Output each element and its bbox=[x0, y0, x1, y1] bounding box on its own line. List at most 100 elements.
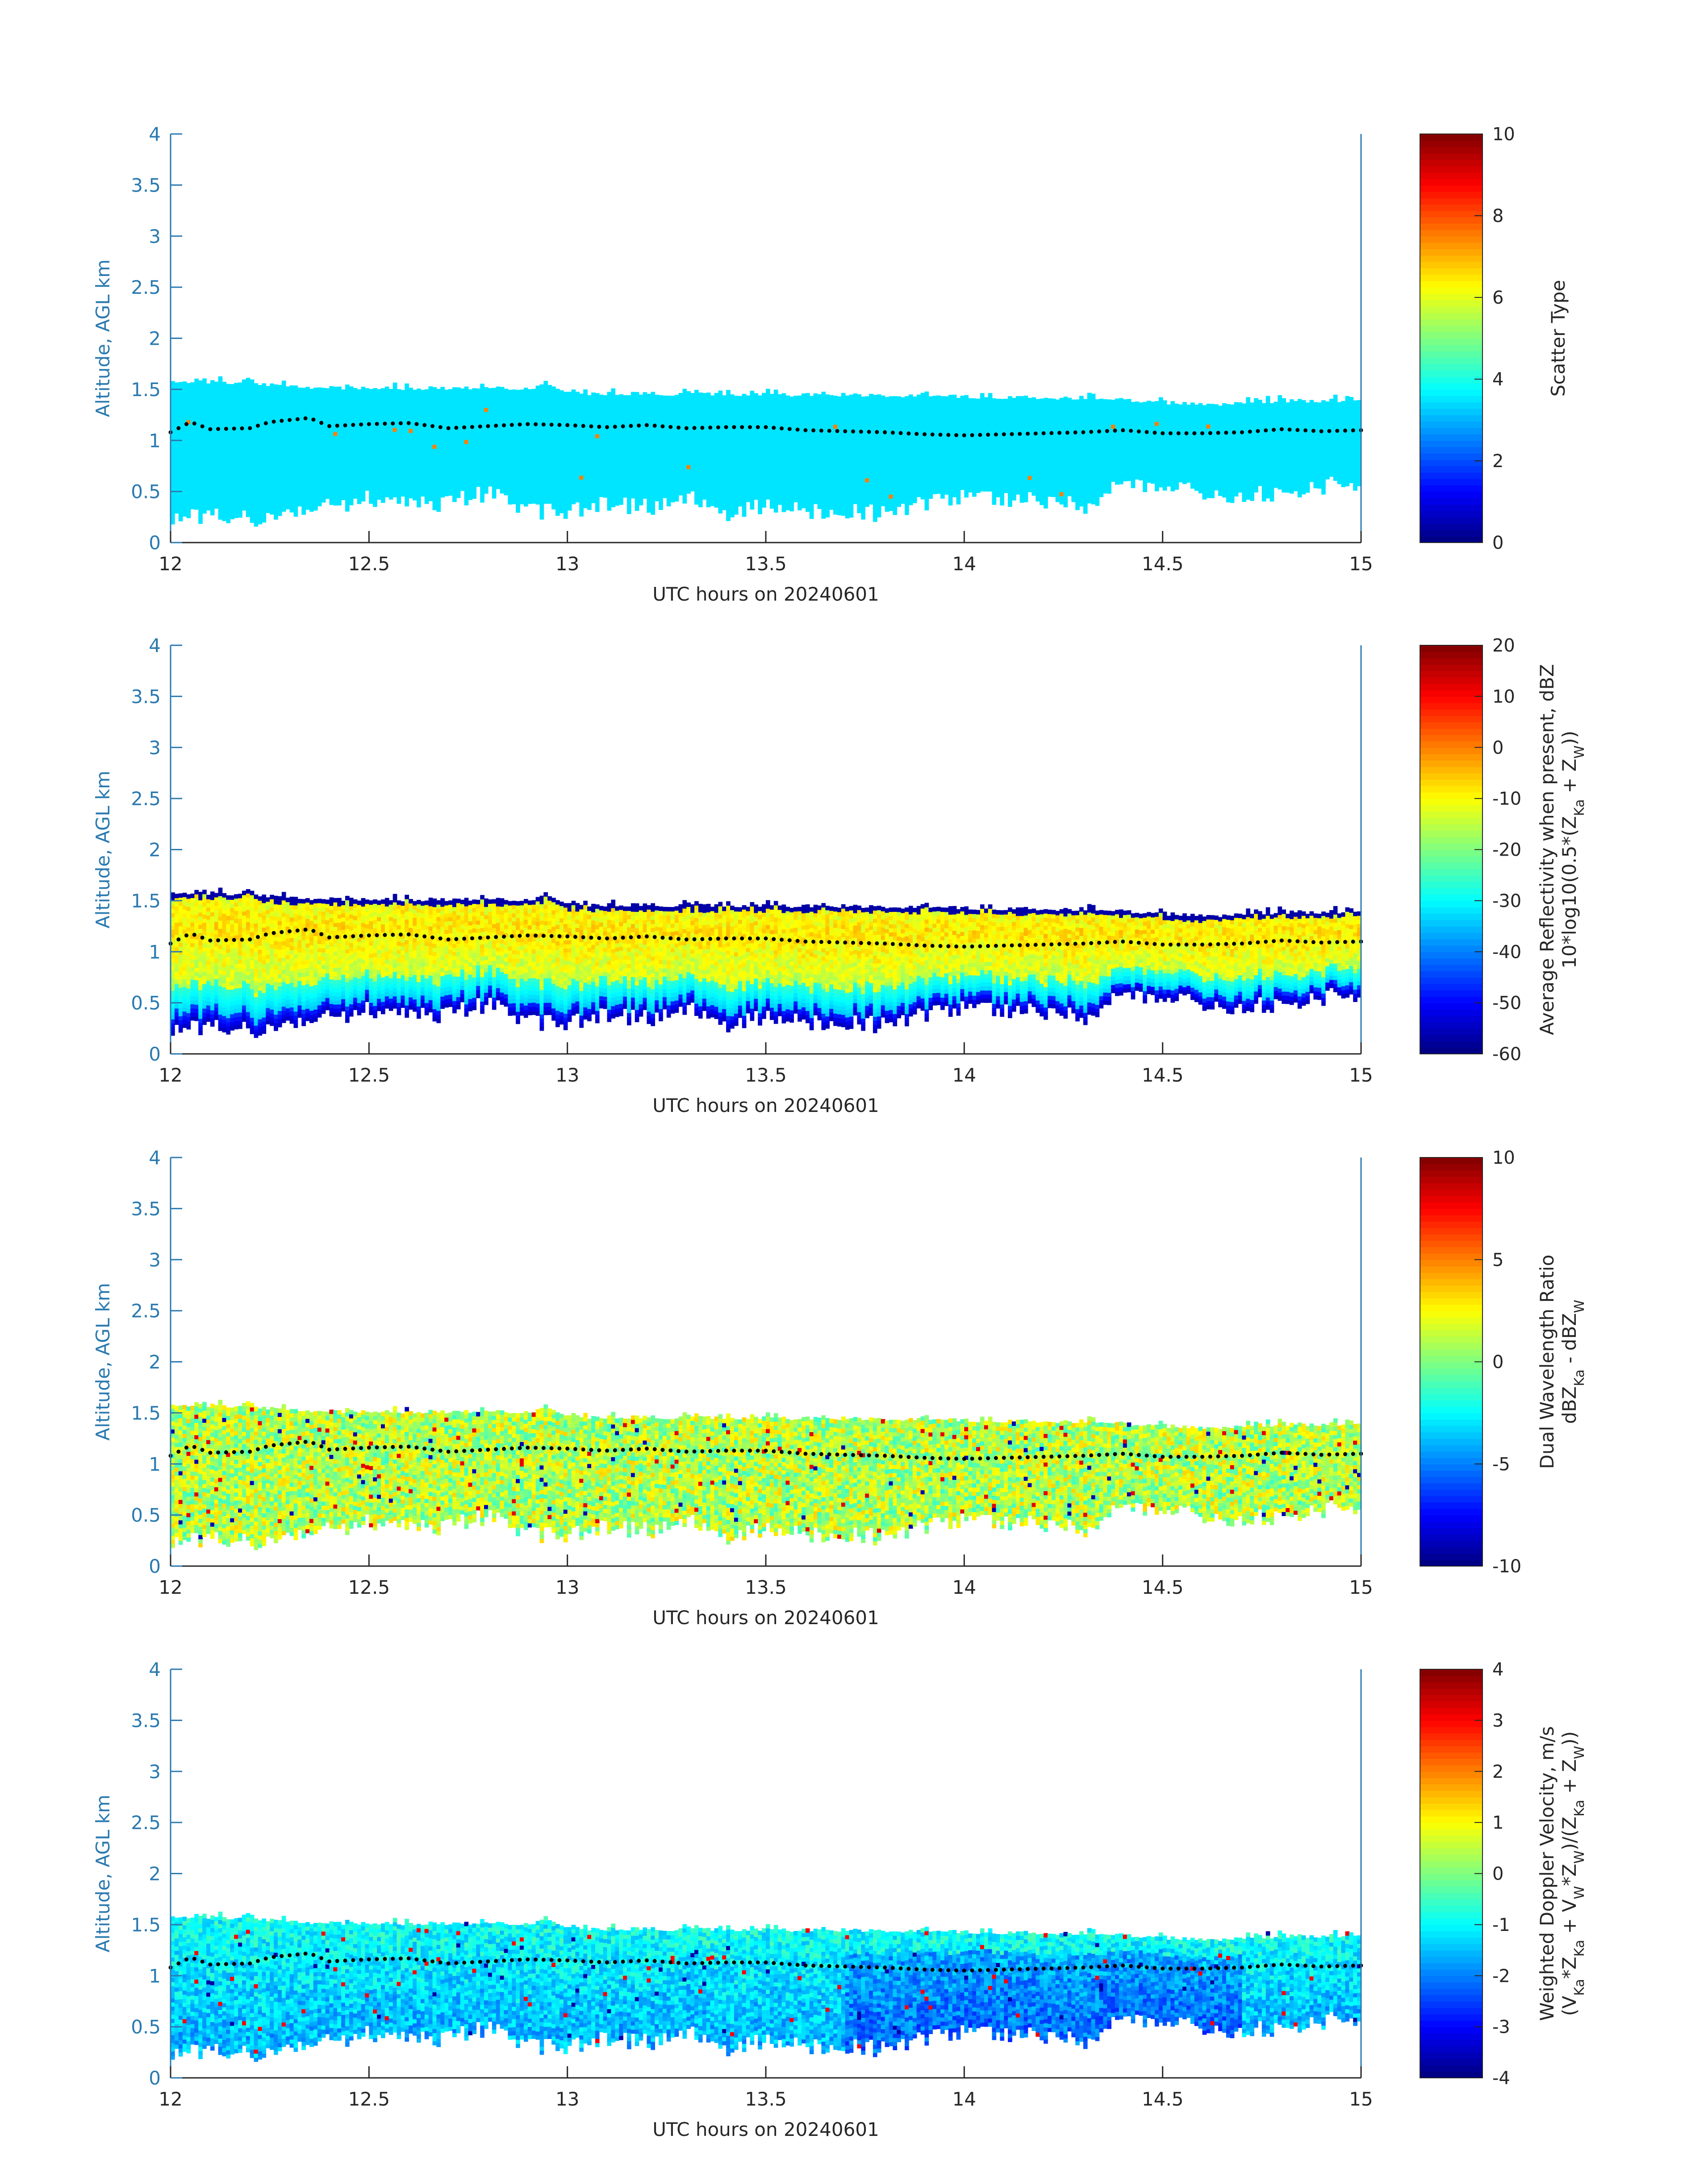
heatmap-cell bbox=[789, 491, 794, 495]
heatmap-cell bbox=[389, 409, 393, 414]
heatmap-cell bbox=[651, 457, 655, 462]
heatmap-cell bbox=[789, 478, 794, 483]
heatmap-cell bbox=[837, 409, 842, 413]
heatmap-cell bbox=[476, 446, 480, 450]
heatmap-cell bbox=[194, 432, 199, 436]
heatmap-cell bbox=[536, 451, 540, 455]
heatmap-cell bbox=[722, 432, 727, 437]
heatmap-cell bbox=[508, 464, 512, 468]
heatmap-cell bbox=[607, 445, 612, 449]
heatmap-cell bbox=[425, 389, 429, 394]
heatmap-cell bbox=[301, 388, 306, 392]
heatmap-cell bbox=[528, 471, 532, 476]
heatmap-cell bbox=[385, 415, 389, 420]
heatmap-cell bbox=[833, 502, 838, 506]
heatmap-cell bbox=[187, 497, 191, 502]
heatmap-cell bbox=[516, 484, 520, 488]
heatmap-cell bbox=[829, 481, 834, 485]
heatmap-cell bbox=[829, 415, 834, 420]
heatmap-cell bbox=[671, 416, 675, 421]
heatmap-cell bbox=[349, 407, 354, 411]
heatmap-cell bbox=[436, 454, 441, 459]
heatmap-cell bbox=[754, 414, 758, 418]
heatmap-cell bbox=[810, 445, 814, 450]
heatmap-cell bbox=[849, 489, 854, 493]
heatmap-cell bbox=[583, 414, 588, 418]
heatmap-cell bbox=[238, 399, 242, 403]
heatmap-cell bbox=[635, 466, 639, 470]
heatmap-cell bbox=[218, 417, 223, 422]
heatmap-cell bbox=[750, 497, 755, 501]
heatmap-cell bbox=[579, 508, 584, 513]
heatmap-cell bbox=[543, 405, 548, 410]
heatmap-cell bbox=[290, 406, 294, 410]
heatmap-cell bbox=[476, 462, 480, 467]
heatmap-cell bbox=[547, 442, 552, 447]
heatmap-cell bbox=[770, 394, 774, 398]
heatmap-cell bbox=[179, 493, 183, 497]
heatmap-cell bbox=[480, 392, 484, 397]
heatmap-cell bbox=[309, 446, 314, 451]
heatmap-cell bbox=[690, 405, 695, 409]
heatmap-cell bbox=[278, 459, 282, 463]
heatmap-cell bbox=[512, 447, 516, 451]
heatmap-cell bbox=[373, 482, 377, 487]
heatmap-cell bbox=[639, 431, 643, 436]
heatmap-cell bbox=[659, 489, 663, 493]
heatmap-cell bbox=[663, 404, 667, 408]
heatmap-cell bbox=[361, 497, 366, 501]
heatmap-cell bbox=[726, 410, 731, 415]
heatmap-cell bbox=[286, 403, 290, 407]
heatmap-cell bbox=[793, 432, 798, 437]
heatmap-cell bbox=[536, 435, 540, 439]
heatmap-cell bbox=[322, 425, 326, 429]
heatmap-cell bbox=[698, 503, 703, 507]
heatmap-cell bbox=[179, 505, 183, 509]
heatmap-cell bbox=[198, 450, 203, 455]
heatmap-cell bbox=[591, 450, 596, 454]
heatmap-cell bbox=[187, 436, 191, 441]
heatmap-cell bbox=[710, 408, 715, 412]
heatmap-cell bbox=[361, 448, 366, 452]
heatmap-cell bbox=[738, 433, 743, 437]
heatmap-cell bbox=[218, 491, 223, 495]
heatmap-cell bbox=[520, 459, 524, 464]
heatmap-cell bbox=[543, 451, 548, 455]
heatmap-cell bbox=[175, 505, 179, 510]
heatmap-cell bbox=[528, 393, 532, 398]
heatmap-cell bbox=[742, 451, 747, 455]
heatmap-cell bbox=[841, 487, 846, 491]
heatmap-cell bbox=[643, 494, 647, 499]
heatmap-cell bbox=[238, 448, 242, 452]
heatmap-cell bbox=[639, 497, 643, 501]
heatmap-cell bbox=[814, 455, 818, 459]
heatmap-cell bbox=[770, 398, 774, 402]
heatmap-cell bbox=[508, 439, 512, 443]
heatmap-cell bbox=[262, 440, 266, 445]
heatmap-cell bbox=[750, 436, 755, 440]
heatmap-cell bbox=[849, 415, 854, 420]
heatmap-cell bbox=[393, 481, 397, 485]
heatmap-cell bbox=[425, 463, 429, 467]
heatmap-cell bbox=[294, 451, 298, 455]
heatmap-cell bbox=[254, 408, 259, 412]
heatmap-cell bbox=[194, 403, 199, 408]
heatmap-cell bbox=[365, 429, 369, 434]
heatmap-cell bbox=[206, 433, 211, 437]
heatmap-cell bbox=[504, 430, 509, 434]
heatmap-cell bbox=[802, 459, 806, 464]
heatmap-cell bbox=[317, 436, 322, 441]
heatmap-cell bbox=[254, 416, 259, 420]
heatmap-cell bbox=[555, 479, 560, 483]
heatmap-cell bbox=[615, 497, 619, 501]
heatmap-cell bbox=[793, 420, 798, 425]
heatmap-cell bbox=[480, 421, 484, 425]
heatmap-cell bbox=[782, 409, 786, 414]
heatmap-cell bbox=[540, 515, 544, 520]
heatmap-cell bbox=[282, 483, 286, 487]
heatmap-cell bbox=[810, 510, 814, 515]
heatmap-cell bbox=[294, 488, 298, 492]
heatmap-cell bbox=[341, 459, 346, 464]
heatmap-cell bbox=[651, 449, 655, 454]
heatmap-cell bbox=[357, 401, 362, 406]
